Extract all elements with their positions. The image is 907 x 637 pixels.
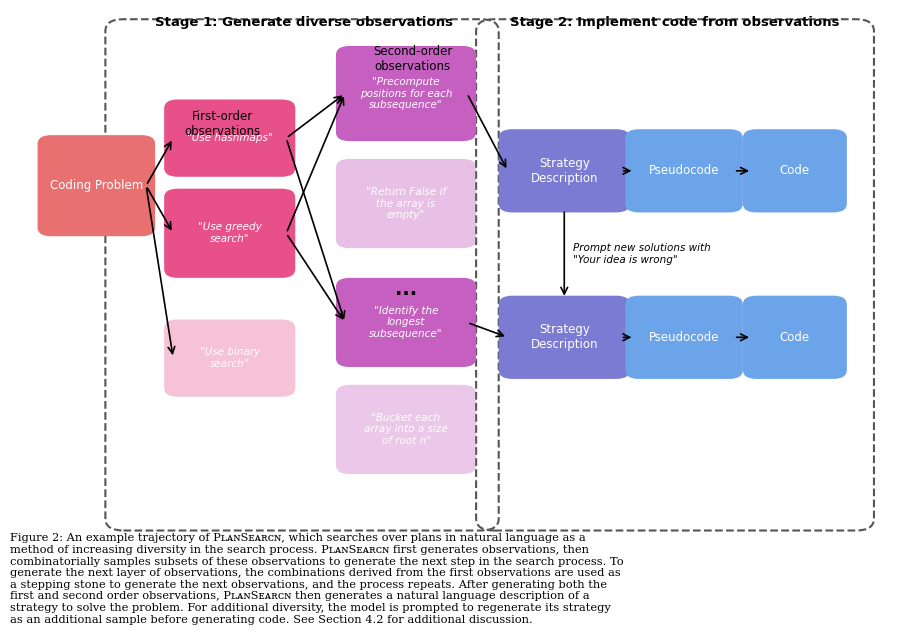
Text: ...: ... [395,280,416,299]
Text: Pseudocode: Pseudocode [649,164,719,177]
Text: Figure 2: An example trajectory of PʟᴀɴSᴇᴀʀᴄɴ, which searches over plans in natu: Figure 2: An example trajectory of PʟᴀɴS… [11,534,624,625]
FancyBboxPatch shape [164,320,296,397]
FancyBboxPatch shape [336,159,476,248]
Text: "Precompute
positions for each
subsequence": "Precompute positions for each subsequen… [360,77,453,110]
FancyBboxPatch shape [625,129,743,213]
FancyBboxPatch shape [336,278,476,367]
FancyBboxPatch shape [743,129,847,213]
Text: Strategy
Description: Strategy Description [531,324,598,351]
Text: Coding Problem: Coding Problem [50,179,143,192]
FancyBboxPatch shape [164,99,296,177]
FancyBboxPatch shape [743,296,847,379]
Text: Stage 2: Implement code from observations: Stage 2: Implement code from observation… [511,16,840,29]
Text: Pseudocode: Pseudocode [649,331,719,344]
FancyBboxPatch shape [37,135,155,236]
Text: Code: Code [780,164,810,177]
Text: "Use hashmaps": "Use hashmaps" [187,133,272,143]
Text: Stage 1: Generate diverse observations: Stage 1: Generate diverse observations [155,16,454,29]
FancyBboxPatch shape [499,129,629,213]
Text: Second-order
observations: Second-order observations [373,45,453,73]
Text: "Bucket each
array into a size
of root n": "Bucket each array into a size of root n… [365,413,448,446]
Text: First-order
observations: First-order observations [185,110,261,138]
Text: "Return False if
the array is
empty": "Return False if the array is empty" [366,187,446,220]
FancyBboxPatch shape [499,296,629,379]
FancyBboxPatch shape [336,385,476,474]
Text: Prompt new solutions with
"Your idea is wrong": Prompt new solutions with "Your idea is … [573,243,711,265]
Text: "Use binary
search": "Use binary search" [200,347,259,369]
FancyBboxPatch shape [336,46,476,141]
FancyBboxPatch shape [625,296,743,379]
Text: Strategy
Description: Strategy Description [531,157,598,185]
FancyBboxPatch shape [164,189,296,278]
Text: "Identify the
longest
subsequence": "Identify the longest subsequence" [369,306,443,339]
Text: Code: Code [780,331,810,344]
Text: "Use greedy
search": "Use greedy search" [198,222,261,244]
